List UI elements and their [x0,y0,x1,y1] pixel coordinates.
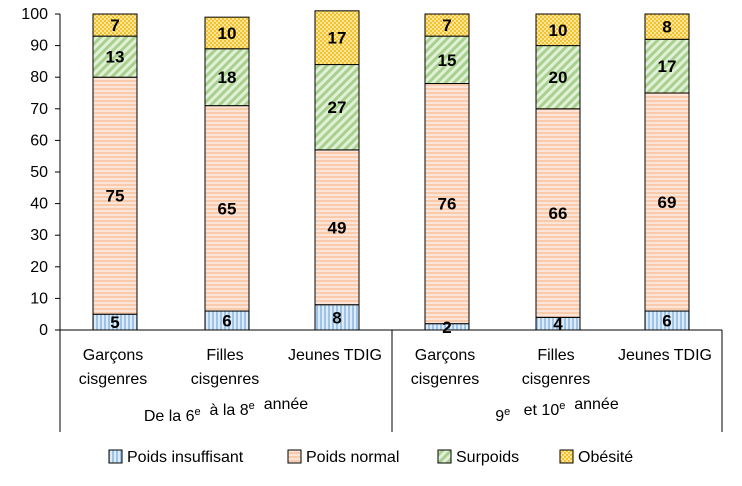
legend: Poids insuffisant Poids normal Surpoids Obé… [108,449,633,466]
legend-swatch [108,449,123,464]
data-label: 69 [658,193,677,212]
data-label: 76 [438,195,457,214]
data-label: 65 [218,199,237,218]
data-label: 2 [442,318,451,337]
bar-segment-ob-sit- [314,10,360,66]
bar-segment-ob-sit- [535,13,581,47]
legend-label: Obésité [578,449,633,466]
data-label: 7 [110,16,119,35]
data-label: 27 [328,98,347,117]
category-label: cisgenres [191,371,259,388]
bar-segment-surpoids [535,45,581,110]
y-tick-label: 80 [30,69,48,86]
category-label: Garçons [415,347,475,364]
y-tick-label: 50 [30,164,48,181]
y-tick-label: 40 [30,196,48,213]
bar-segment-ob-sit- [92,13,138,37]
data-label: 18 [218,68,237,87]
category-label: Garçons [83,347,143,364]
group-label: 9e et 10e année [495,396,619,425]
data-label: 10 [549,21,568,40]
bar-segment-surpoids [314,64,360,151]
axes: 0 10 20 30 40 50 60 70 80 90 100 [21,6,723,432]
bar-segment-poids-normal [424,83,470,325]
bar-segment-poids-normal [644,92,690,312]
y-tick-label: 60 [30,132,48,149]
bar-segment-surpoids [204,48,250,107]
bar-segment-ob-sit- [644,13,690,40]
data-label: 75 [106,187,125,206]
group-label: De la 6e à la 8e année [144,396,308,425]
data-label: 20 [549,68,568,87]
bar-segment-poids-insuffisant [314,304,360,331]
legend-swatch [287,449,302,464]
bar-segment-ob-sit- [204,16,250,50]
y-tick-label: 100 [21,6,48,23]
data-label: 49 [328,218,347,237]
legend-swatch [437,449,452,464]
data-label: 66 [549,204,568,223]
y-tick-label: 90 [30,38,48,55]
y-tick-label: 30 [30,227,48,244]
data-label: 5 [110,313,119,332]
category-label: cisgenres [411,371,479,388]
bar-segment-poids-normal [204,105,250,312]
category-label: Filles [206,347,243,364]
data-label: 17 [328,29,347,48]
y-tick-label: 70 [30,101,48,118]
legend-label: Poids insuffisant [127,449,244,466]
bar-segment-surpoids [644,38,690,94]
category-label: cisgenres [522,371,590,388]
data-label: 8 [332,308,341,327]
data-label: 13 [106,48,125,67]
bar-segment-ob-sit- [424,13,470,37]
data-label: 10 [218,24,237,43]
y-tick-label: 20 [30,259,48,276]
data-label: 6 [662,312,671,331]
data-label: 8 [662,18,671,37]
category-label: cisgenres [79,371,147,388]
legend-label: Poids normal [306,449,399,466]
data-label: 17 [658,57,677,76]
data-label: 6 [222,312,231,331]
bar-segment-poids-normal [92,76,138,315]
x-axis-labels: Garçons cisgenres Filles cisgenres Jeunes TD… [79,347,712,425]
data-label: 15 [438,51,457,70]
bar-segment-poids-normal [535,108,581,318]
bar-segment-surpoids [92,35,138,78]
category-label: Jeunes TDIG [618,347,712,364]
y-tick-label: 0 [39,322,48,339]
category-label: Filles [537,347,574,364]
bar-segment-poids-normal [314,149,360,306]
legend-swatch [559,449,574,464]
legend-label: Surpoids [456,449,519,466]
category-label: Jeunes TDIG [288,347,382,364]
data-label: 4 [553,315,563,334]
bars [92,10,690,331]
y-tick-label: 10 [30,290,48,307]
bar-segment-surpoids [424,35,470,85]
data-label: 7 [442,16,451,35]
